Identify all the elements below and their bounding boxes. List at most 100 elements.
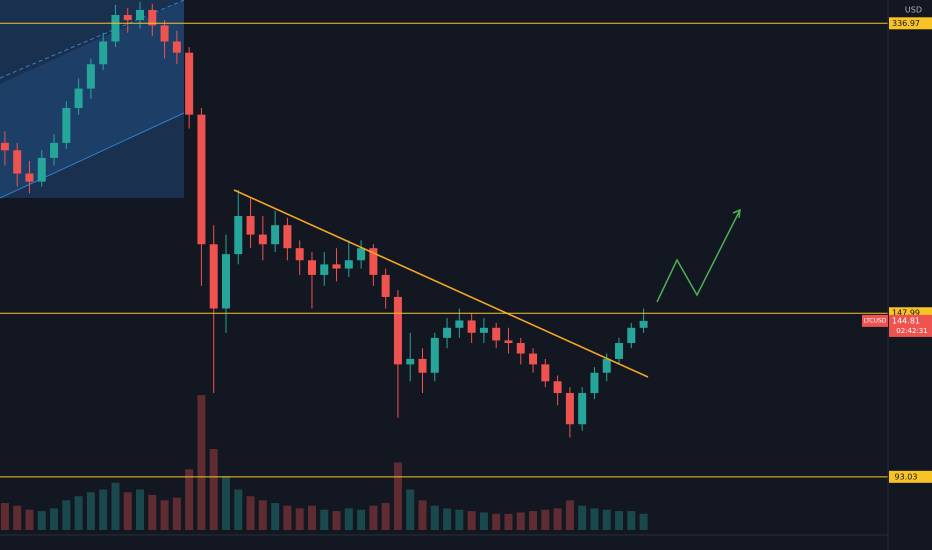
candle-body [455,320,464,328]
volume-bar [13,505,22,530]
candle-body [160,25,169,42]
candle-body [50,142,59,158]
volume-bar [418,500,427,530]
last-price: 144.81 [892,316,920,325]
volume-bar [332,511,341,530]
volume-bar [615,511,624,530]
axis-labels: 336.97 147.99 93.03 LTCUSD 144.81 02:42:31 [862,17,932,483]
candle-body [565,393,574,425]
volume-bar [234,489,243,530]
volume-bar [602,509,611,530]
volume-bar [283,505,292,530]
volume-bar [209,449,218,530]
candle-body [541,364,550,382]
candle-body [307,260,316,275]
volume-bar [111,482,120,530]
volume-bar [381,503,390,530]
level-label: 147.99 [892,309,920,318]
candle-body [357,248,366,261]
candle-body [578,393,587,425]
candle-body [443,327,452,338]
volume-bar [99,489,108,530]
volume-bar [221,476,230,530]
volume-bar [185,469,194,530]
volume-bar [172,497,181,530]
candle-body [209,244,218,309]
candle-body [62,107,71,143]
volume-bar [258,500,267,530]
arrow-head [732,208,741,219]
candle-body [148,9,157,26]
trendline [233,189,649,378]
volume-bar [467,511,476,530]
projection-arrow [656,209,741,303]
candle-body [479,327,488,333]
price-axis [888,0,932,550]
candle-body [590,372,599,394]
volume-bar [160,500,169,530]
volume-bar [430,505,439,530]
volume-bar [565,500,574,530]
currency: USD [905,6,922,15]
candle-body [381,274,390,297]
candle-body [320,264,329,275]
candle-body [136,9,145,21]
countdown: 02:42:31 [896,327,927,335]
candle-body [123,14,132,21]
candle-body [467,320,476,333]
candle-body [283,225,292,249]
level-badge [889,17,932,30]
candle-body [74,88,83,108]
volume-bar [320,509,329,530]
volume-bar [295,508,304,530]
volume-bar [492,513,501,530]
candle-body [553,381,562,394]
volume-bar [627,511,636,530]
candle-body [271,225,280,245]
volume-bar [553,508,562,530]
volume-bar [369,505,378,530]
candle-body [0,142,9,151]
symbol-badge [862,314,888,327]
level-label: 336.97 [892,19,920,28]
candle-body [430,337,439,373]
volume-bar [37,511,46,530]
level-label: 93.03 [895,472,918,481]
candle-body [418,358,427,373]
channel-lower [0,112,185,199]
levels [0,22,888,478]
volume-layer [0,395,648,530]
volume-bar [307,505,316,530]
candle-layer [0,1,648,438]
volume-bar [504,513,513,530]
volume-bar [197,395,206,530]
volume-bar [86,492,95,530]
volume-bar [639,513,648,530]
candle-body [185,52,194,115]
volume-bar [406,489,415,530]
volume-bar [344,508,353,530]
volume-bar [541,509,550,530]
candle-body [393,296,402,365]
channel-fill [0,0,184,198]
candle-body [172,41,181,53]
candle-body [504,340,513,344]
candle-body [197,114,206,245]
candle-body [344,260,353,269]
volume-bar [0,503,9,530]
candle-body [13,150,22,174]
volume-bar [62,500,71,530]
volume-bar [246,496,255,530]
candle-body [615,343,624,359]
volume-bar [443,508,452,530]
candle-body [332,264,341,269]
candle-body [258,234,267,245]
candle-body [99,41,108,65]
volume-bar [455,509,464,530]
candle-body [86,64,95,89]
price-badge [889,314,932,337]
volume-bar [74,496,83,530]
candle-body [221,254,230,309]
candle-body [25,173,34,182]
